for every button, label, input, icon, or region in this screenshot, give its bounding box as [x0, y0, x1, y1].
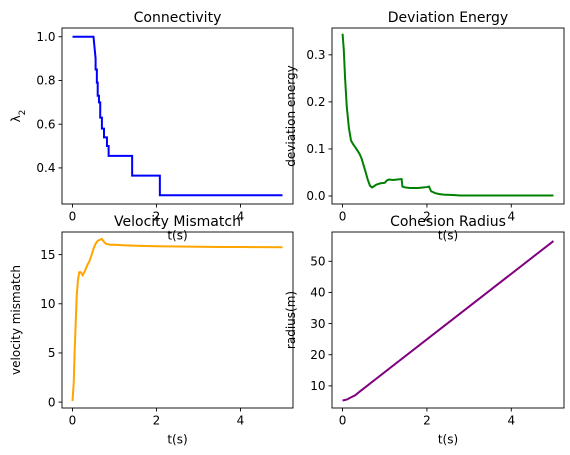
series-line-1 — [72, 35, 283, 197]
series-line-1 — [342, 240, 555, 402]
y-tick-label: 10 — [40, 297, 55, 311]
x-axis-label: t(s) — [167, 433, 187, 447]
x-tick-label: 2 — [423, 210, 431, 224]
y-axis-label-text: velocity mismatch — [9, 265, 23, 375]
y-axis-label-text: radius(m) — [284, 291, 298, 349]
y-tick-label: 0.6 — [36, 117, 55, 131]
y-axis-label-text: λ — [9, 115, 23, 122]
y-tick-label: 0.4 — [36, 161, 55, 175]
chart-title: Velocity Mismatch — [114, 214, 241, 230]
y-axis-label-text: deviation energy — [284, 65, 298, 166]
axes-frame — [331, 231, 565, 409]
chart-title: Connectivity — [134, 10, 222, 26]
y-axis-label: λ2 — [9, 110, 28, 123]
x-tick-label: 0 — [69, 414, 77, 428]
x-tick-label: 0 — [339, 414, 347, 428]
axes-frame — [61, 27, 294, 205]
chart-title: Cohesion Radius — [390, 214, 506, 230]
series-line-1 — [341, 33, 554, 197]
x-axis-label: t(s) — [438, 229, 458, 243]
x-tick-label: 2 — [153, 414, 161, 428]
subplot-4: 0 2 4 10 20 30 40 50 t(s) radius(m) Cohesion Radiu… — [284, 214, 565, 447]
y-tick-label: 20 — [310, 348, 325, 362]
subplot-2: 0 2 4 0.0 0.1 0.2 0.3 t(s) deviation energy Devia… — [284, 10, 565, 243]
y-tick-label: 0.3 — [306, 48, 325, 62]
y-tick-label: 0.8 — [36, 74, 55, 88]
x-tick-label: 4 — [507, 414, 515, 428]
y-tick-label: 15 — [40, 248, 55, 262]
y-axis-label: velocity mismatch — [9, 265, 23, 375]
y-tick-label: 0.2 — [306, 95, 325, 109]
x-axis-label: t(s) — [167, 229, 187, 243]
y-tick-label: 50 — [310, 254, 325, 268]
axes-frame — [331, 27, 565, 205]
y-tick-label: 0.1 — [306, 142, 325, 156]
y-tick-label: 30 — [310, 317, 325, 331]
y-tick-label: 5 — [48, 346, 56, 360]
y-tick-label: 10 — [310, 379, 325, 393]
series-line-1 — [71, 237, 283, 402]
chart-title: Deviation Energy — [388, 10, 508, 26]
axes-frame — [61, 231, 294, 409]
x-tick-label: 0 — [69, 210, 77, 224]
y-axis-label: deviation energy — [284, 65, 298, 166]
x-tick-label: 2 — [153, 210, 161, 224]
x-tick-label: 4 — [237, 414, 245, 428]
x-tick-label: 4 — [507, 210, 515, 224]
x-tick-label: 0 — [339, 210, 347, 224]
subplot-3: 0 2 4 0 5 10 15 t(s) velocity mismatch Velocity M… — [9, 214, 294, 447]
y-axis-label: radius(m) — [284, 291, 298, 349]
y-tick-label: 40 — [310, 286, 325, 300]
y-tick-label: 0 — [48, 395, 56, 409]
y-tick-label: 1.0 — [36, 30, 55, 44]
x-tick-label: 2 — [423, 414, 431, 428]
y-axis-label-subscript: 2 — [18, 110, 28, 116]
x-tick-label: 4 — [237, 210, 245, 224]
x-axis-label: t(s) — [438, 433, 458, 447]
y-tick-label: 0.0 — [306, 189, 325, 203]
